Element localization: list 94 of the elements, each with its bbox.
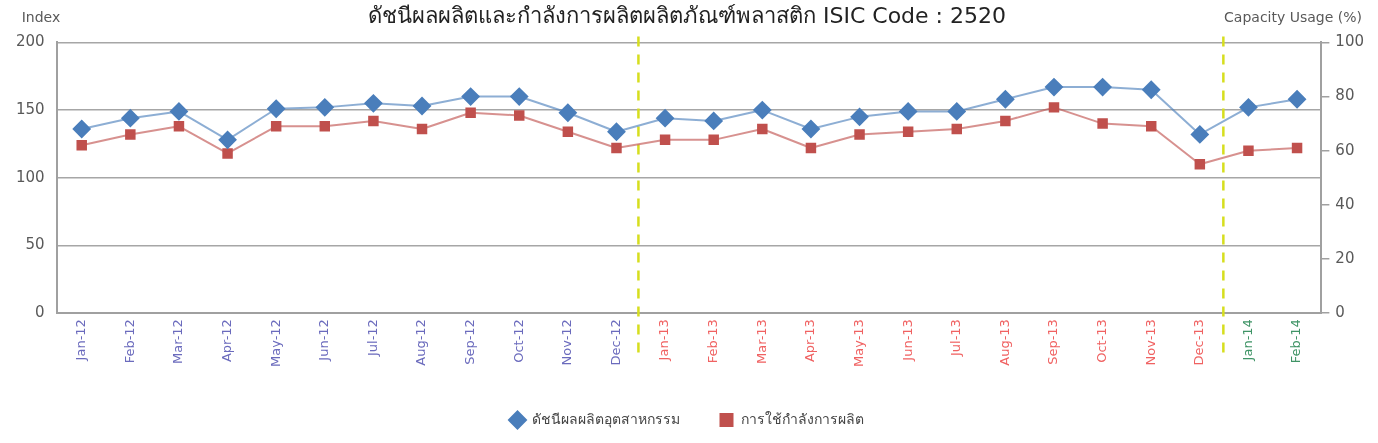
x-tick-label: Oct-13 xyxy=(1093,319,1109,363)
point xyxy=(1239,98,1258,117)
point xyxy=(169,102,188,121)
x-tick-label: Nov-12 xyxy=(559,319,575,366)
y-axis-title: Index xyxy=(21,8,61,25)
point xyxy=(315,98,334,117)
point xyxy=(902,126,914,137)
chart-title: ดัชนีผลผลิตและกำลังการผลิตผลิตภัณฑ์พลาสติก ISIC Code : 2520 xyxy=(368,2,1006,28)
point xyxy=(270,121,282,132)
point xyxy=(76,140,87,151)
point xyxy=(1044,78,1063,97)
point xyxy=(461,87,480,106)
point xyxy=(801,120,820,139)
point xyxy=(996,90,1015,109)
point xyxy=(1145,121,1157,132)
x-tick-label: Nov-13 xyxy=(1142,319,1158,366)
point xyxy=(558,103,577,122)
y2-tick-label: 0 xyxy=(1335,303,1345,322)
point xyxy=(514,110,525,121)
x-tick-label: Apr-13 xyxy=(802,319,818,363)
point xyxy=(607,122,626,141)
x-tick-label: Oct-12 xyxy=(510,319,526,363)
point xyxy=(267,99,286,118)
point xyxy=(368,115,379,127)
y-tick-label: 50 xyxy=(25,235,45,254)
point xyxy=(1291,142,1303,154)
x-tick-label: Jan-12 xyxy=(73,319,89,362)
legend-label: ดัชนีผลผลิตอุตสาหกรรม xyxy=(531,410,680,428)
point xyxy=(1190,125,1209,144)
point xyxy=(125,129,136,140)
x-tick-label: Jan-13 xyxy=(656,319,672,362)
x-tick-label: May-12 xyxy=(267,319,283,368)
y-tick-label: 100 xyxy=(15,167,45,186)
point xyxy=(416,123,428,135)
x-tick-label: Mar-12 xyxy=(170,319,186,365)
point xyxy=(72,120,91,139)
x-tick-label: Aug-12 xyxy=(413,319,429,366)
x-tick-label: Feb-14 xyxy=(1288,319,1304,364)
point xyxy=(947,102,966,121)
x-tick-label: Aug-13 xyxy=(996,319,1012,366)
x-tick-label: Dec-12 xyxy=(607,319,623,366)
x-tick-label: Sep-13 xyxy=(1045,319,1061,365)
point xyxy=(364,94,383,113)
point xyxy=(1093,78,1112,97)
point xyxy=(850,107,869,126)
point xyxy=(899,102,918,121)
point xyxy=(413,97,432,116)
point xyxy=(121,109,140,128)
point xyxy=(319,121,331,132)
point xyxy=(708,134,719,146)
x-tick-label: Jul-12 xyxy=(364,319,380,358)
x-tick-label: Feb-12 xyxy=(121,319,137,364)
y-tick-label: 150 xyxy=(15,99,45,118)
y2-tick-label: 100 xyxy=(1335,32,1365,51)
point xyxy=(1142,80,1161,99)
point xyxy=(1194,158,1206,170)
point xyxy=(173,121,185,132)
point xyxy=(656,109,675,128)
x-tick-label: Dec-13 xyxy=(1191,319,1207,366)
point xyxy=(805,142,817,154)
y-tick-label: 200 xyxy=(15,32,45,51)
point xyxy=(1243,145,1254,156)
x-tick-label: Mar-13 xyxy=(753,319,769,365)
point xyxy=(1097,118,1108,129)
point xyxy=(704,111,723,130)
x-tick-label: Feb-13 xyxy=(705,319,721,364)
y2-tick-label: 60 xyxy=(1335,140,1355,159)
x-tick-label: Jul-13 xyxy=(948,319,964,358)
point xyxy=(1288,90,1307,109)
x-tick-label: Sep-12 xyxy=(462,319,478,365)
point xyxy=(611,142,622,154)
point xyxy=(222,148,233,159)
x-tick-label: Apr-12 xyxy=(218,319,234,363)
x-tick-label: May-13 xyxy=(850,319,866,368)
y2-tick-label: 80 xyxy=(1335,86,1355,105)
legend-label: การใช้กำลังการผลิต xyxy=(740,410,864,427)
y-tick-label: 0 xyxy=(35,303,45,322)
point xyxy=(465,107,476,119)
x-tick-label: Jan-14 xyxy=(1239,319,1255,362)
point xyxy=(753,101,772,120)
point xyxy=(510,87,529,106)
point xyxy=(218,130,237,149)
x-tick-label: Jun-12 xyxy=(316,319,332,362)
point xyxy=(951,123,963,135)
x-tick-label: Jun-13 xyxy=(899,319,915,362)
point xyxy=(854,129,865,140)
point xyxy=(659,134,671,146)
point xyxy=(1000,115,1011,127)
y2-tick-label: 20 xyxy=(1335,248,1355,267)
y2-tick-label: 40 xyxy=(1335,194,1355,213)
point xyxy=(757,123,768,135)
point xyxy=(562,126,574,137)
y2-axis-title: Capacity Usage (%) xyxy=(1224,8,1362,25)
point xyxy=(1048,102,1060,113)
